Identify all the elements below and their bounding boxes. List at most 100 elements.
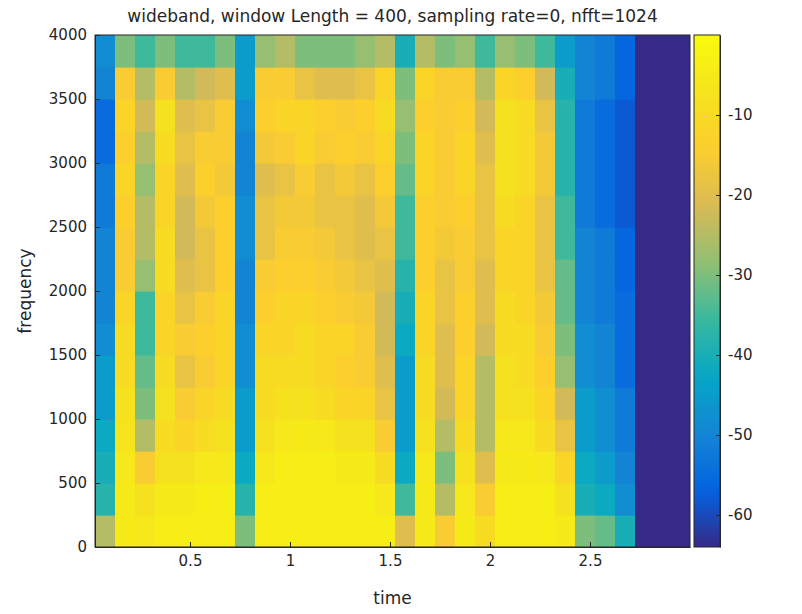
- cell: [415, 355, 436, 388]
- cell: [235, 483, 256, 516]
- cell: [335, 35, 356, 68]
- cell: [435, 515, 456, 547]
- cell: [155, 163, 176, 196]
- cell: [655, 323, 676, 356]
- cell: [635, 195, 656, 228]
- cell: [335, 67, 356, 100]
- chart: 0.511.522.505001000150020002500300035004…: [0, 0, 802, 614]
- cell: [535, 227, 556, 260]
- cell: [155, 35, 176, 68]
- cell: [135, 99, 156, 132]
- cell: [115, 323, 136, 356]
- cell: [155, 515, 176, 547]
- tick-label: 2500: [49, 218, 87, 236]
- cell: [235, 163, 256, 196]
- cell: [235, 195, 256, 228]
- cell: [235, 227, 256, 260]
- cell: [315, 67, 336, 100]
- cell: [335, 259, 356, 292]
- cell: [375, 515, 396, 547]
- cell: [355, 99, 376, 132]
- tick-mark: [95, 483, 100, 484]
- y-axis: 05001000150020002500300035004000: [49, 26, 100, 556]
- cell: [475, 515, 496, 547]
- cell: [455, 131, 476, 164]
- cell: [615, 355, 636, 388]
- cell: [475, 35, 496, 68]
- cell: [395, 419, 416, 452]
- colorbar: [694, 35, 720, 547]
- cell: [115, 99, 136, 132]
- cell: [175, 483, 196, 516]
- cell: [455, 291, 476, 324]
- cell: [335, 227, 356, 260]
- cell: [495, 163, 516, 196]
- cell: [215, 163, 236, 196]
- cell: [275, 291, 296, 324]
- cell: [555, 323, 576, 356]
- tick-mark: [95, 419, 100, 420]
- cell: [335, 131, 356, 164]
- cell: [255, 35, 276, 68]
- cell: [415, 451, 436, 484]
- tick-mark: [95, 355, 100, 356]
- cell: [95, 67, 116, 100]
- tick-label: -50: [728, 426, 753, 444]
- cell: [95, 99, 116, 132]
- cell: [315, 355, 336, 388]
- cell: [395, 131, 416, 164]
- tick-mark: [490, 542, 491, 547]
- cell: [335, 515, 356, 547]
- cell: [575, 451, 596, 484]
- cell: [135, 355, 156, 388]
- cell: [475, 387, 496, 420]
- cell: [375, 131, 396, 164]
- cell: [635, 227, 656, 260]
- cell: [375, 355, 396, 388]
- cell: [135, 291, 156, 324]
- tick: -20: [716, 186, 753, 204]
- cell: [355, 291, 376, 324]
- cell: [255, 451, 276, 484]
- cell: [215, 67, 236, 100]
- cell: [655, 419, 676, 452]
- tick: 3000: [49, 154, 100, 172]
- cell: [595, 99, 616, 132]
- cell: [455, 419, 476, 452]
- cell: [595, 451, 616, 484]
- cell: [435, 387, 456, 420]
- cell: [235, 131, 256, 164]
- cell: [575, 131, 596, 164]
- cell: [635, 99, 656, 132]
- tick: 1.5: [379, 542, 403, 570]
- cell: [235, 419, 256, 452]
- cell: [155, 291, 176, 324]
- cell: [415, 163, 436, 196]
- cell: [175, 35, 196, 68]
- cell: [175, 67, 196, 100]
- cell: [375, 323, 396, 356]
- cell: [575, 291, 596, 324]
- cell: [535, 259, 556, 292]
- cell: [495, 515, 516, 547]
- cell: [155, 419, 176, 452]
- cell: [95, 515, 116, 547]
- cell: [275, 355, 296, 388]
- cell: [95, 291, 116, 324]
- cell: [335, 323, 356, 356]
- cell: [615, 163, 636, 196]
- cell: [295, 515, 316, 547]
- cell: [555, 131, 576, 164]
- cell: [315, 515, 336, 547]
- cell: [675, 355, 690, 388]
- cell: [675, 131, 690, 164]
- plot-frame: [95, 35, 690, 547]
- cell: [195, 483, 216, 516]
- cell: [275, 99, 296, 132]
- cell: [255, 195, 276, 228]
- cell: [155, 387, 176, 420]
- cell: [215, 195, 236, 228]
- cell: [535, 195, 556, 228]
- cell: [635, 515, 656, 547]
- tick-label: 3500: [49, 90, 87, 108]
